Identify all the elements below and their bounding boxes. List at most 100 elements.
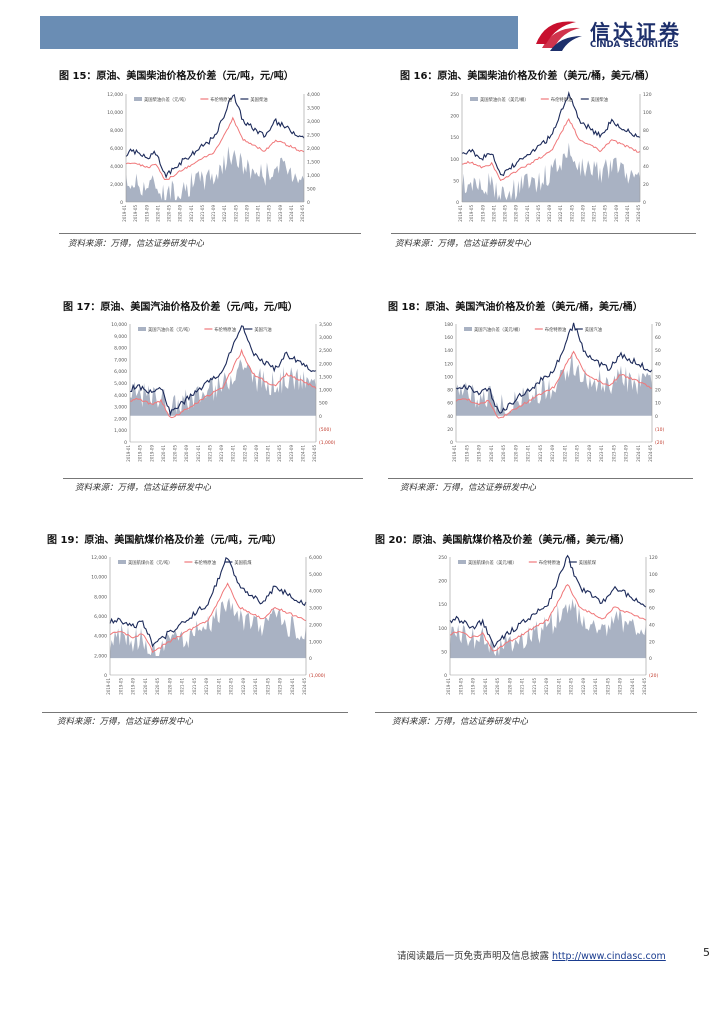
x-tick-label: 2021-09 xyxy=(550,445,555,462)
legend-label: 美国柴油价差（元/吨） xyxy=(144,96,188,103)
x-tick-label: 2024-01 xyxy=(630,678,635,695)
x-tick-label: 2019-09 xyxy=(480,205,485,222)
x-tick-label: 2020-05 xyxy=(155,678,160,695)
x-tick-label: 2023-05 xyxy=(265,678,270,695)
x-tick-label: 2019-01 xyxy=(452,445,457,462)
x-tick-label: 2021-01 xyxy=(196,445,201,462)
figure-20-source: 资料来源：万得，信达证券研发中心 xyxy=(392,717,529,727)
figure-19-chart: 12,000 10,000 8,000 6,000 4,000 2,000 0 6,000 5,… xyxy=(91,555,325,695)
x-tick-label: 2020-05 xyxy=(167,205,172,222)
legend-label: 布伦特原油 xyxy=(539,559,560,566)
x-tick-label: 2021-05 xyxy=(200,205,205,222)
x-tick-label: 2024-05 xyxy=(312,445,317,462)
legend-label: 布伦特原油 xyxy=(551,96,572,103)
x-tick-label: 2022-09 xyxy=(587,445,592,462)
x-tick-label: 2022-05 xyxy=(233,205,238,222)
x-tick-label: 2020-05 xyxy=(495,678,500,695)
legend-label: 美国柴油价差（美元/桶） xyxy=(480,96,529,103)
x-tick-label: 2019-05 xyxy=(458,678,463,695)
y-left-tick-label: 180 xyxy=(444,322,453,328)
footer-disclaimer: 请阅读最后一页免责声明及信息披露 xyxy=(397,951,553,962)
x-tick-label: 2019-05 xyxy=(118,678,123,695)
y-right-tick-label: 0 xyxy=(319,414,322,420)
spread-area xyxy=(450,598,646,659)
y-right-tick-label: (500) xyxy=(319,427,331,433)
y-left-tick-label: 2,000 xyxy=(110,182,123,188)
x-tick-label: 2021-01 xyxy=(180,678,185,695)
spread-area xyxy=(462,142,640,202)
y-right-tick-label: 3,000 xyxy=(319,335,332,341)
x-tick-label: 2022-09 xyxy=(580,205,585,222)
x-tick-label: 2019-05 xyxy=(138,445,143,462)
x-tick-label: 2020-05 xyxy=(173,445,178,462)
y-right-tick-label: (20) xyxy=(649,673,658,679)
x-tick-label: 2021-01 xyxy=(520,678,525,695)
x-tick-label: 2020-05 xyxy=(503,205,508,222)
x-tick-label: 2019-01 xyxy=(122,205,127,222)
x-tick-label: 2022-09 xyxy=(254,445,259,462)
x-tick-label: 2019-05 xyxy=(133,205,138,222)
figure-20-title: 图 20：原油、美国航煤价格及价差（美元/桶，美元/桶） xyxy=(375,535,630,546)
brent-line xyxy=(455,350,653,419)
y-left-tick-label: 60 xyxy=(447,401,453,407)
figure-15-source: 资料来源：万得，信达证券研发中心 xyxy=(68,239,205,249)
y-right-tick-label: 500 xyxy=(307,187,316,193)
y-left-tick-label: 250 xyxy=(450,92,459,98)
x-tick-label: 2020-01 xyxy=(161,445,166,462)
x-tick-label: 2022-05 xyxy=(569,205,574,222)
y-right-tick-label: 2,500 xyxy=(319,348,332,354)
x-tick-label: 2022-09 xyxy=(581,678,586,695)
y-right-tick-label: 20 xyxy=(649,639,655,645)
y-left-tick-label: 50 xyxy=(453,178,459,184)
divider xyxy=(391,233,696,234)
y-right-tick-label: 40 xyxy=(655,361,661,367)
divider xyxy=(42,712,348,713)
y-left-tick-label: 8,000 xyxy=(114,346,127,352)
y-right-tick-label: 3,000 xyxy=(307,119,320,125)
x-tick-label: 2019-01 xyxy=(458,205,463,222)
logo-english-text: CINDA SECURITIES xyxy=(590,40,679,50)
x-tick-label: 2022-05 xyxy=(242,445,247,462)
x-tick-label: 2021-05 xyxy=(532,678,537,695)
figure-17-source: 资料来源：万得，信达证券研发中心 xyxy=(75,483,212,493)
x-tick-label: 2020-09 xyxy=(513,445,518,462)
x-tick-label: 2023-01 xyxy=(253,678,258,695)
x-tick-label: 2024-01 xyxy=(636,445,641,462)
x-tick-label: 2020-09 xyxy=(184,445,189,462)
x-tick-label: 2022-01 xyxy=(231,445,236,462)
x-tick-label: 2021-01 xyxy=(525,205,530,222)
figure-18-title: 图 18：原油、美国汽油价格及价差（美元/桶，美元/桶） xyxy=(388,302,643,313)
x-tick-label: 2021-01 xyxy=(189,205,194,222)
legend-label: 布伦特原油 xyxy=(214,326,235,333)
brent-line xyxy=(125,116,305,180)
x-tick-label: 2019-09 xyxy=(149,445,154,462)
x-tick-label: 2022-01 xyxy=(222,205,227,222)
x-tick-label: 2023-01 xyxy=(599,445,604,462)
legend-label: 美国航煤价差（元/吨） xyxy=(128,559,172,566)
x-tick-label: 2019-05 xyxy=(464,445,469,462)
y-left-tick-label: 120 xyxy=(444,361,453,367)
brent-line xyxy=(449,584,647,652)
y-left-tick-label: 10,000 xyxy=(91,575,107,581)
divider xyxy=(59,233,361,234)
y-left-tick-label: 100 xyxy=(438,626,447,632)
figure-17-title: 图 17：原油、美国汽油价格及价差（元/吨，元/吨） xyxy=(63,302,298,313)
x-tick-label: 2023-05 xyxy=(603,205,608,222)
x-tick-label: 2024-05 xyxy=(636,205,641,222)
y-left-tick-label: 150 xyxy=(438,602,447,608)
x-tick-label: 2023-09 xyxy=(614,205,619,222)
y-left-tick-label: 5,000 xyxy=(114,381,127,387)
figure-17-chart: 10,000 9,000 8,000 7,000 6,000 5,000 4,000 3,00… xyxy=(111,322,335,462)
footer-link[interactable]: http://www.cindasc.com xyxy=(552,951,666,962)
x-tick-label: 2019-05 xyxy=(469,205,474,222)
x-tick-label: 2023-05 xyxy=(611,445,616,462)
y-left-tick-label: 250 xyxy=(438,555,447,561)
y-left-tick-label: 200 xyxy=(438,579,447,585)
legend-label: 美国航煤价差（美元/桶） xyxy=(468,559,517,566)
cinda-logo-icon xyxy=(536,21,582,51)
y-right-tick-label: 5,000 xyxy=(309,572,322,578)
y-right-tick-label: 80 xyxy=(649,589,655,595)
spread-area xyxy=(126,146,304,202)
product-line xyxy=(455,322,653,414)
